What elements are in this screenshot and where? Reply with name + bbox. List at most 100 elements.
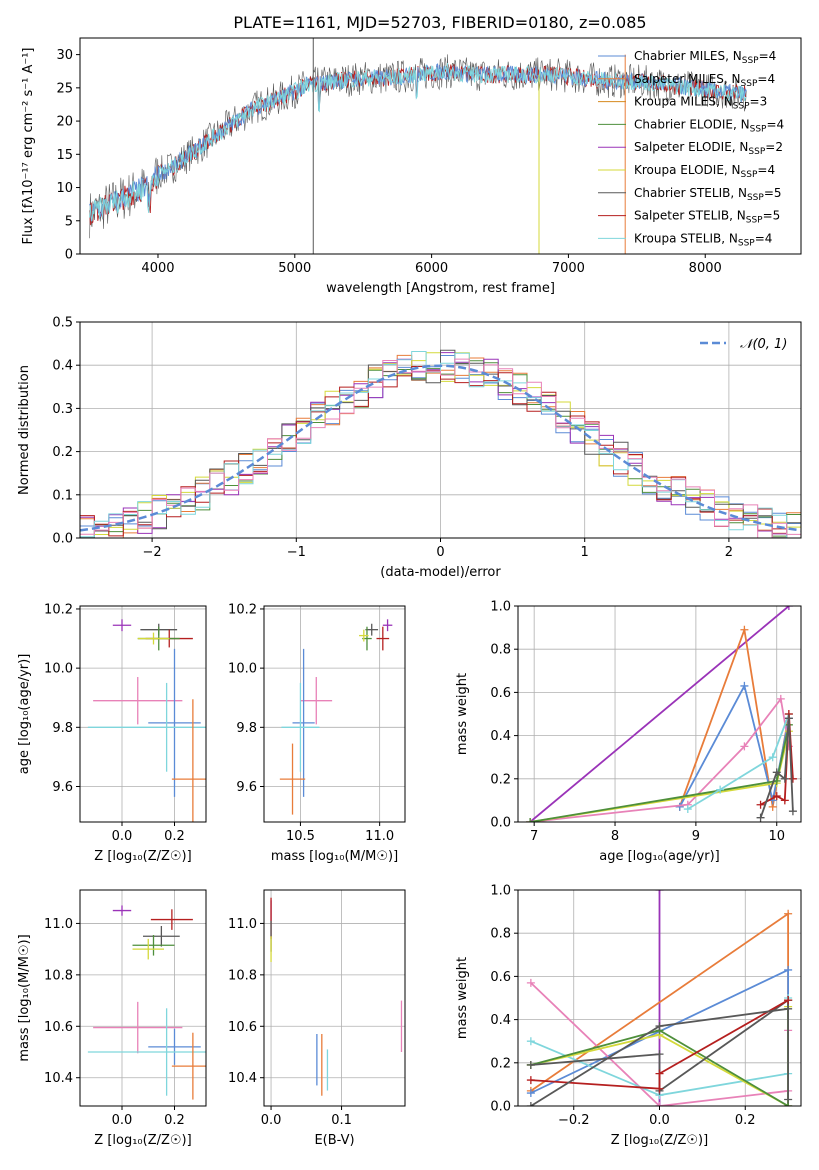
plot-area (89, 38, 747, 254)
errorbar-point (87, 682, 206, 772)
weight-marker (772, 792, 781, 801)
normal-curve (80, 364, 801, 532)
errorbar-point (279, 743, 306, 815)
y-tick-label: 25 (56, 81, 73, 96)
errorbar-point (376, 626, 390, 651)
y-tick-label: 10 (56, 181, 73, 196)
weight-marker (768, 753, 777, 762)
plot-area (526, 606, 797, 822)
legend-value: =4 (757, 163, 775, 177)
legend-value: =3 (750, 95, 768, 109)
y-tick-label: 0.2 (52, 445, 73, 460)
legend-label: Kroupa MILES, NSSP=3 (634, 95, 767, 112)
errorbar-point (112, 905, 132, 916)
y-axis-label: mass weight (455, 957, 470, 1039)
axes-frame (79, 889, 207, 1107)
legend-label: Salpeter STELIB, NSSP=5 (634, 209, 780, 226)
weight-marker (740, 625, 749, 634)
weight-marker (776, 694, 785, 703)
x-tick-label: 2 (725, 545, 733, 560)
errorbar-point (292, 648, 315, 797)
x-tick-label: −2 (143, 545, 162, 560)
x-tick-label: 0.2 (735, 1113, 756, 1128)
legend-value: =5 (763, 209, 781, 223)
y-tick-label: 0 (65, 248, 73, 263)
y-axis-label: mass weight (455, 673, 470, 755)
panel-age_weight: 7 8 9 10 0.0 0.2 0.4 0.6 0.8 1.0 age [log₁₀(age/yr… (455, 600, 802, 864)
x-tick-label: 7 (530, 829, 538, 844)
panel-spectrum: 4000 5000 6000 7000 8000 0 5 10 15 20 25 30 waveleng… (21, 37, 802, 296)
y-tick-label: 9.6 (236, 780, 257, 795)
legend-value: =4 (757, 72, 775, 86)
legend-value: =5 (764, 186, 782, 200)
weight-marker (683, 805, 692, 814)
legend-label: Chabrier MILES, NSSP=4 (634, 49, 776, 66)
plot-area (80, 349, 801, 538)
y-tick-label: 0.4 (490, 1013, 511, 1028)
x-tick-label: 11.0 (365, 829, 394, 844)
weight-marker (784, 606, 793, 610)
y-axis-label: mass [log₁₀(M/M☉)] (17, 934, 32, 1061)
panel-residuals: 𝒩(0, 1) −2 −1 0 1 2 0.0 0.1 0.2 0.3 0.4 0.5 (data-mo… (17, 316, 802, 580)
errorbar-point (132, 935, 175, 956)
y-tick-label: 30 (56, 48, 73, 63)
axes-frame (263, 889, 406, 1107)
y-tick-label: 0.3 (52, 402, 73, 417)
weight-marker (716, 785, 725, 794)
y-tick-label: 0.4 (490, 729, 511, 744)
y-tick-label: 0.8 (490, 927, 511, 942)
weight-marker (655, 890, 664, 894)
x-axis-label: mass [log₁₀(M/M☉)] (271, 849, 398, 864)
figure-title: PLATE=1161, MJD=52703, FIBERID=0180, z=0… (233, 13, 646, 32)
histogram-step (80, 358, 801, 538)
x-tick-label: 0.2 (164, 829, 185, 844)
x-tick-label: 0 (436, 545, 444, 560)
x-tick-label: 0.1 (331, 1113, 352, 1128)
legend-label: Salpeter MILES, NSSP=4 (634, 72, 775, 89)
y-tick-label: 10.0 (44, 662, 73, 677)
x-tick-label: 4000 (141, 261, 174, 276)
weight-line (530, 696, 790, 822)
legend-sub: SSP (742, 56, 759, 66)
weight-marker (788, 774, 797, 783)
panel-z_age: 0.0 0.2 9.6 9.8 10.0 10.2 Z [log₁₀(Z/Z☉)] age [… (17, 602, 207, 864)
panel-z_mass: 0.0 0.2 10.4 10.6 10.8 11.0 Z [log₁₀(Z/Z☉)] mas… (17, 889, 207, 1148)
y-tick-label: 0.2 (490, 772, 511, 787)
y-tick-label: 10.0 (228, 662, 257, 677)
errorbar-point (93, 677, 183, 725)
legend-sub: SSP (746, 216, 763, 226)
y-tick-label: 10.4 (44, 1071, 73, 1086)
weight-marker (655, 1069, 664, 1078)
y-tick-label: 0.2 (490, 1056, 511, 1071)
x-axis-label: Z [log₁₀(Z/Z☉)] (611, 1133, 708, 1148)
x-tick-label: 8000 (689, 261, 722, 276)
plot-area (270, 897, 403, 1096)
weight-marker (526, 1060, 535, 1069)
x-axis-label: E(B-V) (314, 1133, 354, 1148)
y-axis-label: Normed distribution (17, 365, 32, 495)
legend-value: =4 (755, 231, 773, 245)
y-tick-label: 0.6 (490, 970, 511, 985)
errorbar-point (171, 1032, 206, 1100)
y-tick-label: 0.4 (52, 359, 73, 374)
weight-marker (784, 909, 793, 918)
weight-marker (772, 768, 781, 777)
weight-marker (740, 742, 749, 751)
y-tick-label: 10.2 (228, 602, 257, 617)
legend-value: =2 (765, 140, 783, 154)
x-tick-label: 10 (768, 829, 785, 844)
y-tick-label: 10.6 (228, 1020, 257, 1035)
axes-frame (79, 37, 802, 255)
weight-marker (740, 681, 749, 690)
errorbar-point (281, 682, 320, 772)
legend-sub: SSP (748, 147, 765, 157)
x-tick-label: 6000 (415, 261, 448, 276)
spectrum-legend: Chabrier MILES, NSSP=4 Salpeter MILES, NS… (598, 49, 784, 248)
errorbar-point (300, 677, 333, 725)
y-tick-label: 0.1 (52, 488, 73, 503)
errorbar-point (87, 1008, 206, 1096)
weight-marker (655, 1084, 664, 1093)
x-tick-label: −1 (287, 545, 306, 560)
y-tick-label: 9.8 (236, 721, 257, 736)
